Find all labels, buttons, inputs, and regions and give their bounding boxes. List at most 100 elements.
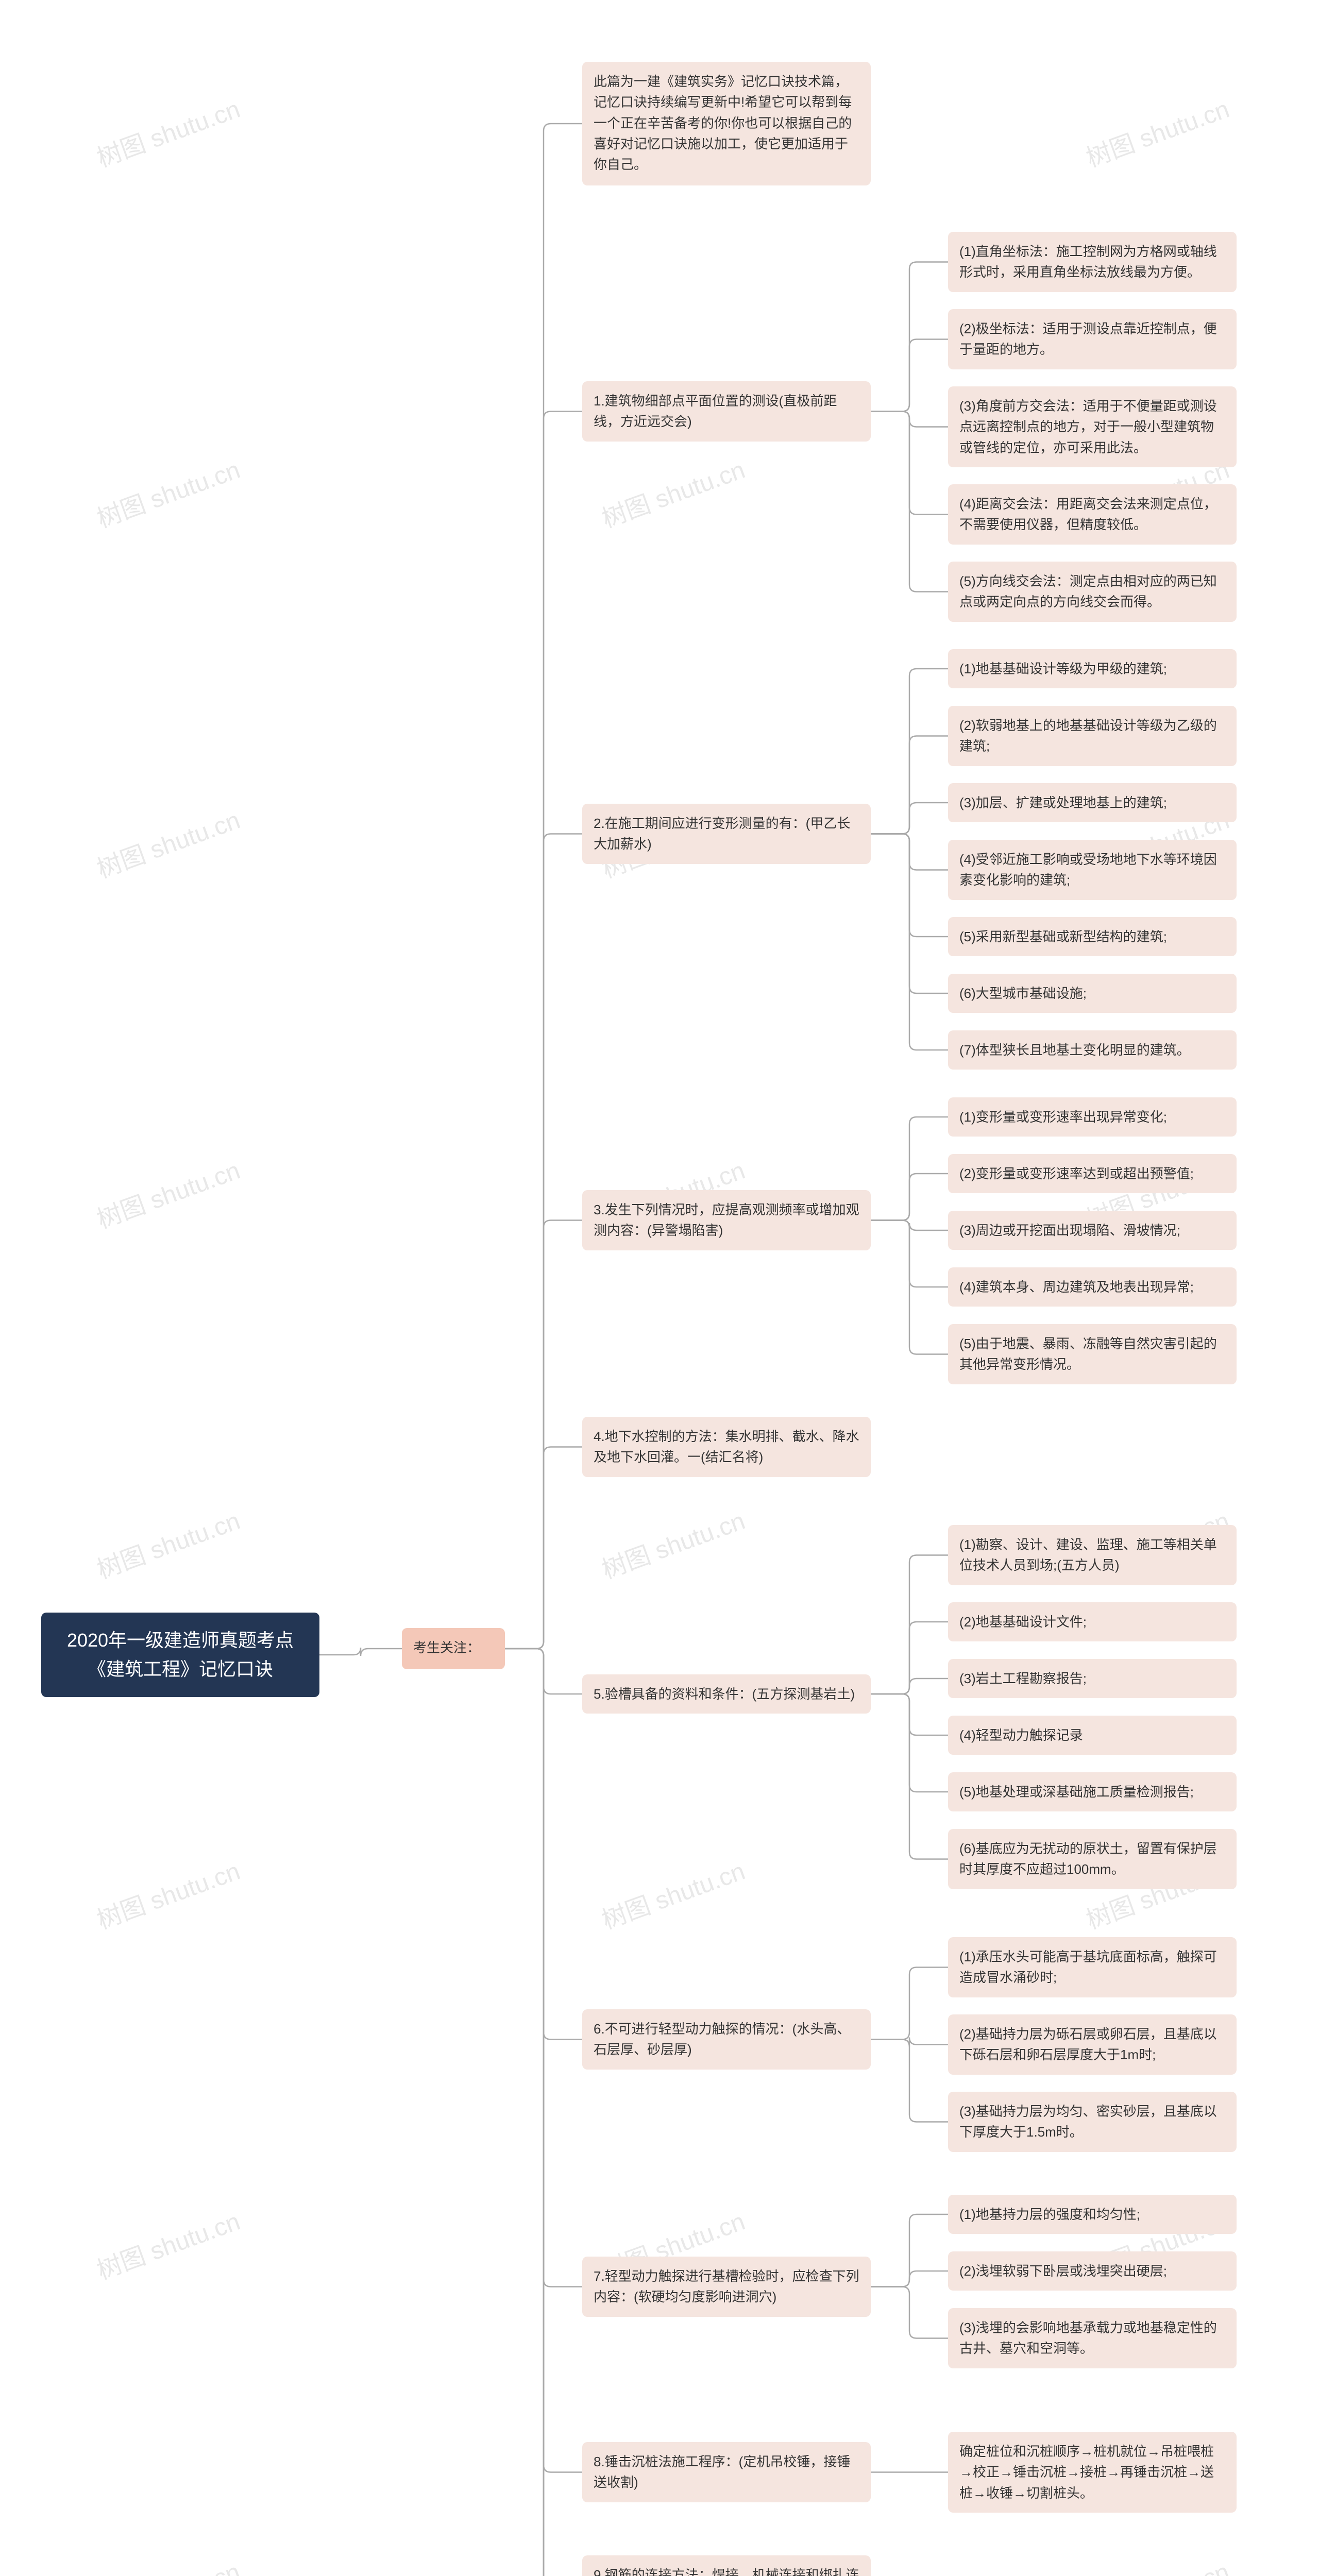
node-label: 确定桩位和沉桩顺序→桩机就位→吊桩喂桩→校正→锤击沉桩→接桩→再锤击沉桩→送桩→…	[959, 2444, 1214, 2501]
node-label: (4)建筑本身、周边建筑及地表出现异常;	[959, 1279, 1194, 1295]
leaf-node: (4)距离交会法：用距离交会法来测定点位，不需要使用仪器，但精度较低。	[948, 484, 1237, 545]
mindmap-canvas: 树图 shutu.cn 树图 shutu.cn 树图 shutu.cn 树图 shut…	[0, 0, 1319, 2576]
node-label: (4)受邻近施工影响或受场地地下水等环境因素变化影响的建筑;	[959, 852, 1217, 888]
connector	[319, 1648, 402, 1656]
leaf-node: (2)浅埋软弱下卧层或浅埋突出硬层;	[948, 2251, 1237, 2291]
leaf-node: (2)极坐标法：适用于测设点靠近控制点，便于量距的地方。	[948, 309, 1237, 369]
connector	[505, 1221, 582, 1649]
leaf-node: (1)变形量或变形速率出现异常变化;	[948, 1097, 1237, 1137]
node-label: 2020年一级建造师真题考点《建筑工程》记忆口诀	[67, 1630, 294, 1680]
leaf-node: 5.验槽具备的资料和条件：(五方探测基岩土)	[582, 1674, 871, 1714]
watermark: 树图 shutu.cn	[596, 449, 749, 534]
node-label: (2)地基基础设计文件;	[959, 1614, 1087, 1630]
leaf-node: 8.锤击沉桩法施工程序：(定机吊校锤，接锤送收割)	[582, 2442, 871, 2502]
node-label: 2.在施工期间应进行变形测量的有：(甲乙长大加薪水)	[594, 816, 850, 852]
leaf-node: (3)加层、扩建或处理地基上的建筑;	[948, 783, 1237, 822]
node-label: (3)加层、扩建或处理地基上的建筑;	[959, 795, 1167, 810]
leaf-node: 3.发生下列情况时，应提高观测频率或增加观测内容：(异警塌陷害)	[582, 1190, 871, 1250]
leaf-node: 此篇为一建《建筑实务》记忆口诀技术篇，记忆口诀持续编写更新中!希望它可以帮到每一…	[582, 62, 871, 185]
node-label: (3)角度前方交会法：适用于不便量距或测设点远离控制点的地方，对于一般小型建筑物…	[959, 398, 1217, 455]
node-label: (4)距离交会法：用距离交会法来测定点位，不需要使用仪器，但精度较低。	[959, 496, 1217, 532]
node-label: (1)勘察、设计、建设、监理、施工等相关单位技术人员到场;(五方人员)	[959, 1537, 1217, 1573]
leaf-node: (4)建筑本身、周边建筑及地表出现异常;	[948, 1267, 1237, 1307]
leaf-node: (2)软弱地基上的地基基础设计等级为乙级的建筑;	[948, 706, 1237, 766]
node-label: (2)基础持力层为砾石层或卵石层，且基底以下砾石层和卵石层厚度大于1m时;	[959, 2026, 1217, 2062]
connector	[871, 1694, 948, 1859]
connector	[871, 834, 948, 937]
node-label: (2)软弱地基上的地基基础设计等级为乙级的建筑;	[959, 718, 1217, 754]
watermark: 树图 shutu.cn	[596, 1851, 749, 1936]
leaf-node: (6)大型城市基础设施;	[948, 974, 1237, 1013]
node-label: (1)直角坐标法：施工控制网为方格网或轴线形式时，采用直角坐标法放线最为方便。	[959, 244, 1217, 280]
node-label: (5)地基处理或深基础施工质量检测报告;	[959, 1784, 1194, 1800]
connector	[871, 834, 948, 1050]
leaf-node: (4)受邻近施工影响或受场地地下水等环境因素变化影响的建筑;	[948, 840, 1237, 900]
watermark: 树图 shutu.cn	[91, 1150, 244, 1235]
connector	[871, 2038, 948, 2047]
node-label: 7.轻型动力触探进行基槽检验时，应检查下列内容：(软硬均匀度影响进洞穴)	[594, 2268, 859, 2304]
node-label: (5)方向线交会法：测定点由相对应的两已知点或两定向点的方向线交会而得。	[959, 573, 1217, 609]
leaf-node: 7.轻型动力触探进行基槽检验时，应检查下列内容：(软硬均匀度影响进洞穴)	[582, 2257, 871, 2317]
watermark: 树图 shutu.cn	[91, 2551, 244, 2576]
watermark: 树图 shutu.cn	[91, 89, 244, 174]
node-label: 此篇为一建《建筑实务》记忆口诀技术篇，记忆口诀持续编写更新中!希望它可以帮到每一…	[594, 74, 852, 172]
connector	[871, 1174, 948, 1221]
leaf-node: (5)方向线交会法：测定点由相对应的两已知点或两定向点的方向线交会而得。	[948, 562, 1237, 622]
node-label: (1)承压水头可能高于基坑底面标高，触探可造成冒水涌砂时;	[959, 1949, 1217, 1985]
connector	[505, 1447, 582, 1649]
node-label: (3)浅埋的会影响地基承载力或地基稳定性的古井、墓穴和空洞等。	[959, 2320, 1217, 2356]
connector	[871, 2040, 948, 2122]
node-label: (2)极坐标法：适用于测设点靠近控制点，便于量距的地方。	[959, 321, 1217, 357]
connector	[505, 1649, 582, 2576]
node-label: 8.锤击沉桩法施工程序：(定机吊校锤，接锤送收割)	[594, 2454, 850, 2490]
connector	[505, 1649, 582, 2576]
connector	[871, 1968, 948, 2040]
connector	[871, 1221, 948, 1231]
watermark: 树图 shutu.cn	[1080, 89, 1233, 174]
node-label: 6.不可进行轻型动力触探的情况：(水头高、石层厚、砂层厚)	[594, 2021, 850, 2057]
watermark: 树图 shutu.cn	[91, 800, 244, 885]
connector	[505, 1649, 582, 2040]
leaf-node: (1)承压水头可能高于基坑底面标高，触探可造成冒水涌砂时;	[948, 1937, 1237, 1997]
connector	[505, 1649, 582, 2472]
connector	[871, 736, 948, 834]
connector	[871, 2214, 948, 2287]
connector	[505, 1649, 582, 2576]
leaf-node: (6)基底应为无扰动的原状土，留置有保护层时其厚度不应超过100mm。	[948, 1829, 1237, 1889]
watermark: 树图 shutu.cn	[91, 449, 244, 534]
connector	[505, 1649, 582, 2576]
leaf-node: (1)勘察、设计、建设、监理、施工等相关单位技术人员到场;(五方人员)	[948, 1525, 1237, 1585]
leaf-node: (1)地基持力层的强度和均匀性;	[948, 2195, 1237, 2234]
node-label: (1)地基持力层的强度和均匀性;	[959, 2207, 1140, 2222]
leaf-node: (3)基础持力层为均匀、密实砂层，且基底以下厚度大于1.5m时。	[948, 2092, 1237, 2152]
connector	[871, 1555, 948, 1694]
connector	[505, 1649, 582, 1694]
watermark: 树图 shutu.cn	[91, 2201, 244, 2286]
connector	[871, 2287, 948, 2338]
node-label: 1.建筑物细部点平面位置的测设(直极前距线，方近远交会)	[594, 393, 837, 429]
node-label: (6)大型城市基础设施;	[959, 986, 1087, 1001]
watermark: 树图 shutu.cn	[596, 1500, 749, 1585]
connector	[871, 834, 948, 994]
connector	[871, 1622, 948, 1694]
connector	[871, 412, 948, 592]
leaf-node: (7)体型狭长且地基土变化明显的建筑。	[948, 1030, 1237, 1070]
connector	[505, 412, 582, 1649]
leaf-node: (5)由于地震、暴雨、冻融等自然灾害引起的其他异常变形情况。	[948, 1324, 1237, 1384]
leaf-node: 4.地下水控制的方法：集水明排、截水、降水及地下水回灌。一(结汇名将)	[582, 1417, 871, 1477]
leaf-node: 6.不可进行轻型动力触探的情况：(水头高、石层厚、砂层厚)	[582, 2009, 871, 2070]
connector	[871, 340, 948, 412]
leaf-node: (3)浅埋的会影响地基承载力或地基稳定性的古井、墓穴和空洞等。	[948, 2308, 1237, 2368]
connector	[871, 1679, 948, 1694]
leaf-node: (4)轻型动力触探记录	[948, 1716, 1237, 1755]
node-label: (1)变形量或变形速率出现异常变化;	[959, 1109, 1167, 1125]
leaf-node: (2)基础持力层为砾石层或卵石层，且基底以下砾石层和卵石层厚度大于1m时;	[948, 2014, 1237, 2075]
node-label: (5)由于地震、暴雨、冻融等自然灾害引起的其他异常变形情况。	[959, 1336, 1217, 1372]
node-label: (2)浅埋软弱下卧层或浅埋突出硬层;	[959, 2263, 1167, 2279]
leaf-node: 2.在施工期间应进行变形测量的有：(甲乙长大加薪水)	[582, 804, 871, 864]
node-label: 4.地下水控制的方法：集水明排、截水、降水及地下水回灌。一(结汇名将)	[594, 1429, 859, 1465]
connector	[871, 669, 948, 834]
node-label: 9.钢筋的连接方法：焊接、机械连接和绑扎连接。(绑炸鸡)	[594, 2567, 859, 2576]
connector	[871, 1694, 948, 1792]
node-label: (3)岩土工程勘察报告;	[959, 1671, 1087, 1686]
